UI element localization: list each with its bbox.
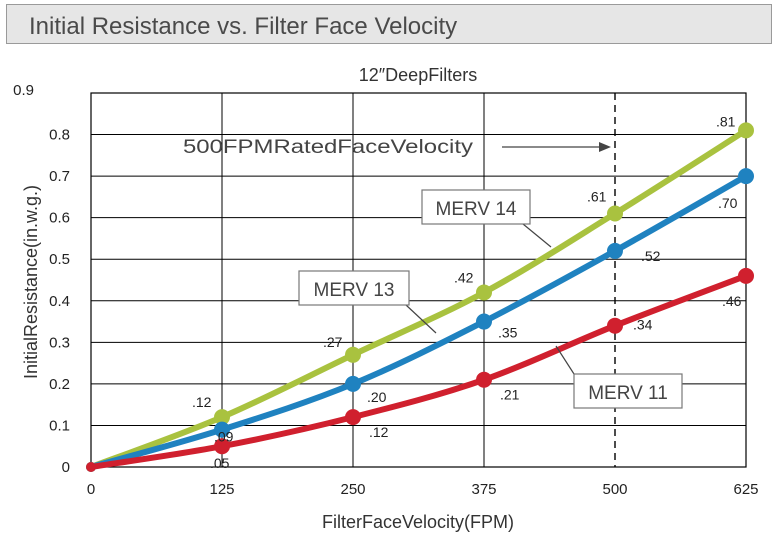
data-label: .35 — [498, 325, 518, 341]
series-layer — [86, 122, 754, 472]
data-label: .42 — [454, 269, 474, 285]
series-line — [88, 173, 749, 470]
data-label: .70 — [718, 195, 738, 211]
data-point — [476, 284, 492, 301]
y-tick-label: 0.2 — [49, 376, 70, 393]
data-label: .12 — [369, 424, 389, 440]
data-label: .05 — [210, 455, 230, 471]
y-tick-label: 0.1 — [49, 417, 70, 434]
y-tick-label: 0.9 — [13, 82, 34, 99]
data-point — [214, 421, 230, 438]
chart-header-title: Initial Resistance vs. Filter Face Veloc… — [29, 13, 458, 40]
data-point — [738, 267, 754, 284]
callout-leader — [555, 345, 575, 375]
x-tick-label: 625 — [733, 481, 758, 498]
chart-subtitle: 12″DeepFilters — [359, 65, 477, 85]
data-point — [607, 205, 623, 222]
data-label: .12 — [192, 394, 212, 410]
data-label: .20 — [367, 389, 387, 405]
labels: 0 0.1 0.2 0.3 0.4 0.5 0.6 0.7 0.8 0.9 0 125 250 375 50… — [13, 82, 758, 498]
data-point — [476, 371, 492, 388]
data-point — [607, 317, 623, 334]
callout-leader — [405, 304, 437, 334]
data-point — [214, 409, 230, 426]
data-point — [476, 313, 492, 330]
data-label: .61 — [587, 189, 607, 205]
series-callout-label: MERV 14 — [436, 199, 517, 220]
series-callout-box — [298, 270, 410, 306]
grid — [90, 92, 747, 468]
data-point — [86, 462, 96, 472]
data-label: .34 — [633, 317, 653, 333]
x-tick-label: 250 — [340, 481, 365, 498]
data-point — [738, 168, 754, 185]
data-point — [607, 242, 623, 259]
y-tick-label: 0.7 — [49, 168, 70, 185]
data-label: .46 — [722, 293, 742, 309]
x-tick-label: 125 — [209, 481, 234, 498]
x-axis-title: FilterFaceVelocity(FPM) — [322, 512, 514, 532]
data-point — [345, 375, 361, 392]
series-callout-box — [421, 189, 531, 225]
y-axis-title: InitialResistance(in.w.g.) — [21, 185, 41, 379]
y-tick-label: 0.8 — [49, 127, 70, 144]
x-tick-label: 375 — [471, 481, 496, 498]
data-label: .81 — [716, 113, 736, 129]
data-label: .27 — [323, 334, 343, 350]
data-point — [345, 346, 361, 363]
chart-header: Initial Resistance vs. Filter Face Veloc… — [6, 4, 772, 44]
series-callout-label: MERV 11 — [588, 383, 668, 404]
data-point — [738, 122, 754, 139]
y-tick-label: 0.6 — [49, 210, 70, 227]
x-tick-label: 500 — [602, 481, 627, 498]
x-tick-label: 0 — [87, 481, 95, 498]
series-line — [88, 127, 749, 470]
data-label: .09 — [214, 429, 234, 445]
data-point — [214, 438, 230, 455]
data-label: .21 — [500, 387, 520, 403]
series-callout-label: MERV 13 — [314, 280, 395, 301]
callout-leader — [522, 223, 552, 248]
data-label: .52 — [641, 248, 661, 264]
y-tick-label: 0.3 — [49, 334, 70, 351]
y-tick-label: 0.5 — [49, 251, 70, 268]
annotation-arrow-head — [599, 142, 611, 152]
rated-velocity-annotation: 500FPMRatedFaceVelocity — [183, 137, 474, 158]
series-callout-box — [573, 373, 683, 409]
data-point — [345, 409, 361, 426]
y-tick-label: 0 — [62, 459, 70, 476]
series-line — [88, 272, 749, 470]
y-tick-label: 0.4 — [49, 293, 70, 310]
